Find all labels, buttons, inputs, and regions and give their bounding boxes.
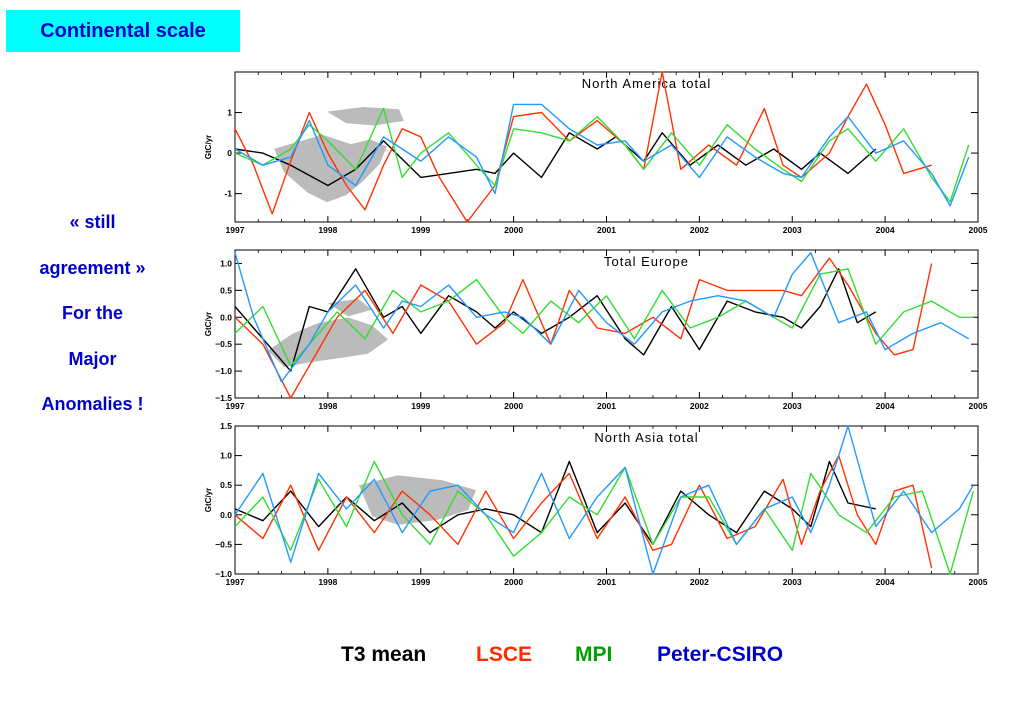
x-tick-label: 2002	[690, 577, 709, 587]
y-tick-label: 1.0	[220, 258, 232, 268]
y-axis-label: GtC/yr	[204, 135, 213, 159]
y-tick-label: 1.5	[220, 421, 232, 431]
side-note-line: For the	[62, 303, 123, 323]
series-line-mpi	[234, 107, 970, 203]
x-tick-label: 2005	[969, 577, 988, 587]
map-land-shape	[268, 318, 388, 368]
legend: T3 mean LSCE MPI Peter-CSIRO	[0, 643, 1023, 673]
y-tick-label: 0	[227, 148, 232, 158]
y-tick-label: 0.5	[220, 480, 232, 490]
series-line-peter-csiro	[234, 425, 975, 575]
y-tick-label: −1.0	[215, 569, 232, 579]
x-tick-label: 2001	[597, 577, 616, 587]
slide-title: Continental scale	[40, 19, 206, 42]
y-tick-label: −0.5	[215, 339, 232, 349]
x-tick-label: 1997	[226, 577, 245, 587]
x-tick-label: 2004	[876, 577, 895, 587]
x-tick-label: 2004	[876, 401, 895, 411]
x-tick-label: 2002	[690, 401, 709, 411]
x-tick-label: 2000	[504, 577, 523, 587]
x-tick-label: 2003	[783, 225, 802, 235]
x-tick-label: 2001	[597, 401, 616, 411]
legend-item-peter-csiro: Peter-CSIRO	[657, 643, 784, 666]
series-line-lsce	[234, 257, 933, 399]
chart-title: Total Europe	[604, 254, 689, 269]
y-tick-label: −1.0	[215, 366, 232, 376]
side-note-line: Major	[68, 348, 117, 369]
x-tick-label: 1999	[411, 401, 430, 411]
europe-map	[268, 299, 388, 367]
x-tick-label: 2004	[876, 225, 895, 235]
y-axis-label: GtC/yr	[204, 488, 213, 512]
legend-item-t3-mean: T3 mean	[341, 643, 427, 666]
y-tick-label: -1	[224, 189, 232, 199]
series-line-lsce	[234, 454, 933, 569]
series-line-mpi	[234, 268, 974, 367]
side-note: « still agreement » For the Major Anomal…	[10, 200, 175, 428]
x-tick-label: 1998	[318, 577, 337, 587]
map-land-shape	[327, 107, 404, 126]
y-tick-label: 0.5	[220, 285, 232, 295]
x-tick-label: 1997	[226, 225, 245, 235]
x-tick-label: 2003	[783, 577, 802, 587]
x-tick-label: 2000	[504, 401, 523, 411]
chart-panel: 1997 1998 1999 2000 2001 2002 2003 2004 2005 −1.0…	[204, 421, 988, 587]
x-tick-label: 2001	[597, 225, 616, 235]
x-tick-label: 2003	[783, 401, 802, 411]
y-tick-label: 1.0	[220, 451, 232, 461]
y-tick-label: 1	[227, 108, 232, 118]
map-land-shape	[274, 135, 387, 202]
chart-panel: 1997 1998 1999 2000 2001 2002 2003 2004 2005 -1 0 1…	[204, 71, 988, 235]
x-tick-label: 1999	[411, 225, 430, 235]
x-tick-label: 2005	[969, 225, 988, 235]
series-line-peter-csiro	[234, 103, 970, 207]
y-tick-label: −1.5	[215, 393, 232, 403]
x-tick-label: 1997	[226, 401, 245, 411]
legend-item-lsce: LSCE	[476, 643, 533, 666]
slide-title-box: Continental scale	[6, 10, 240, 52]
x-tick-label: 1999	[411, 577, 430, 587]
y-axis-label: GtC/yr	[204, 312, 213, 336]
x-tick-label: 1998	[318, 225, 337, 235]
series-line-peter-csiro	[234, 251, 970, 383]
x-tick-label: 2002	[690, 225, 709, 235]
y-tick-label: 0.0	[220, 510, 232, 520]
side-note-line: Anomalies !	[41, 394, 144, 414]
side-note-line: agreement »	[39, 257, 146, 278]
chart-panel: 1997 1998 1999 2000 2001 2002 2003 2004 2005 −1.5…	[204, 249, 988, 411]
x-tick-label: 2000	[504, 225, 523, 235]
x-tick-label: 1998	[318, 401, 337, 411]
legend-item-mpi: MPI	[575, 643, 613, 666]
chart-title: North America total	[582, 76, 712, 91]
series-line-t3-mean	[234, 268, 877, 372]
side-note-line: « still	[69, 212, 116, 232]
chart-title: North Asia total	[594, 430, 698, 445]
x-tick-label: 2005	[969, 401, 988, 411]
y-tick-label: −0.5	[215, 539, 232, 549]
y-tick-label: 0.0	[220, 312, 232, 322]
